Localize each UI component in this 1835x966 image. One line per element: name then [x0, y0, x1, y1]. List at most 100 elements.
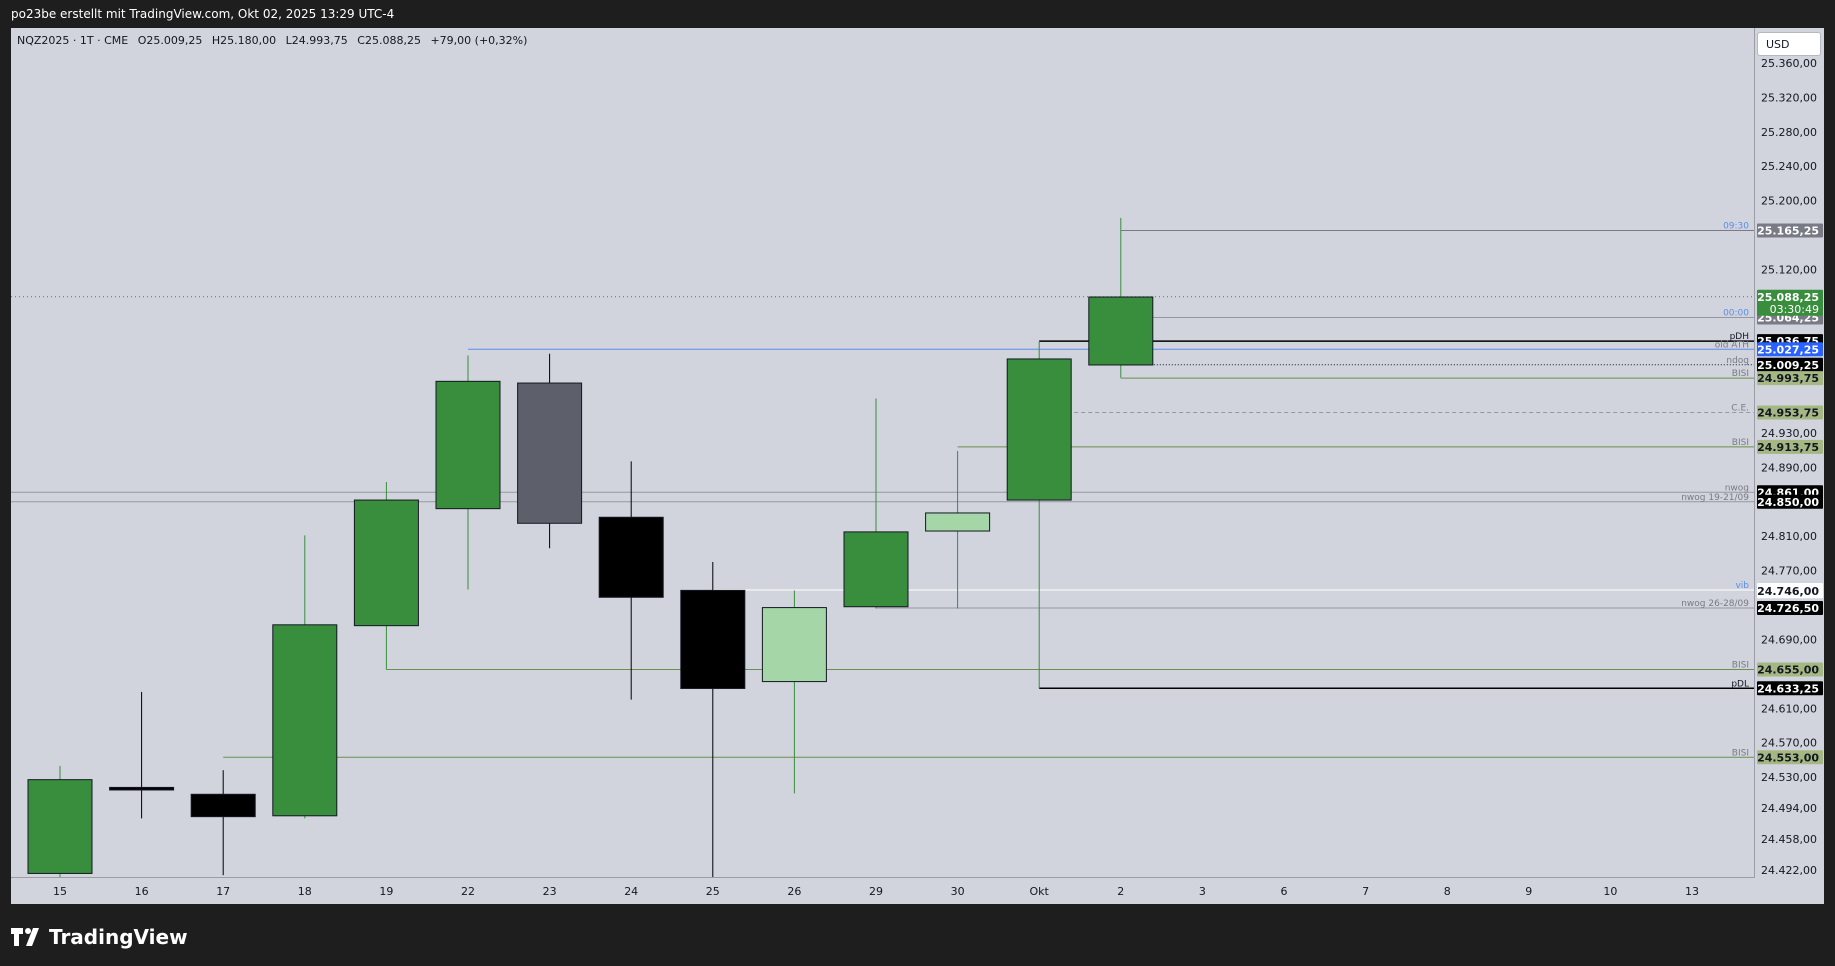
- y-tick-label-12: 24.570,00: [1761, 737, 1817, 750]
- candle-body-3: [272, 624, 338, 817]
- price-tag-14-bg: [1757, 681, 1823, 696]
- level-label-15: BISI: [1732, 748, 1749, 758]
- price-tag-12-text: 24.726,50: [1757, 602, 1819, 615]
- caption-bar: po23be erstellt mit TradingView.com, Okt…: [0, 0, 1835, 28]
- x-tick-label-5: 22: [461, 885, 475, 898]
- tradingview-branding[interactable]: TradingView: [11, 924, 188, 950]
- legend-low: L24.993,75: [285, 34, 348, 47]
- x-tick-label-4: 19: [379, 885, 393, 898]
- symbol-legend: NQZ2025 · 1T · CME O25.009,25 H25.180,00…: [17, 34, 533, 47]
- candle-body-5: [435, 380, 501, 510]
- price-tag-3-text: 25.027,25: [1757, 343, 1819, 356]
- y-tick-label-13: 24.530,00: [1761, 771, 1817, 784]
- level-label-13: BISI: [1732, 661, 1749, 671]
- legend-symbol[interactable]: NQZ2025 · 1T · CME: [17, 34, 129, 47]
- price-tag-12-bg: [1757, 601, 1823, 616]
- y-tick-label-5: 25.120,00: [1761, 263, 1817, 276]
- level-label-8: nwog: [1725, 483, 1749, 493]
- legend-close: C25.088,25: [357, 34, 421, 47]
- x-tick-label-18: 9: [1525, 885, 1532, 898]
- x-tick-label-8: 25: [706, 885, 720, 898]
- x-tick-label-10: 29: [869, 885, 883, 898]
- x-tick-label-7: 24: [624, 885, 638, 898]
- y-tick-label-0: 25.360,00: [1761, 57, 1817, 70]
- y-tick-label-15: 24.458,00: [1761, 833, 1817, 846]
- y-tick-label-11: 24.610,00: [1761, 702, 1817, 715]
- level-label-6: C.E.: [1731, 404, 1749, 414]
- caption-text: po23be erstellt mit TradingView.com, Okt…: [11, 7, 395, 21]
- price-tag-4-text: 25.009,25: [1757, 359, 1819, 372]
- x-tick-label-11: 30: [951, 885, 965, 898]
- x-tick-label-20: 13: [1685, 885, 1699, 898]
- y-tick-label-9: 24.770,00: [1761, 565, 1817, 578]
- level-label-10: vib: [1735, 581, 1749, 591]
- level-label-5: BISI: [1732, 369, 1749, 379]
- candle-body-4: [353, 499, 419, 627]
- price-tag-0-text: 25.165,25: [1757, 225, 1819, 238]
- last-price-tag-bg: [1757, 289, 1823, 316]
- x-tick-label-14: 3: [1199, 885, 1206, 898]
- plot-area[interactable]: 09:30 00:00 pDH old ATH ndog BISI C.E. BISI nwog…: [11, 28, 1755, 878]
- price-tag-3-bg: [1757, 342, 1823, 357]
- price-tag-7-text: 24.913,75: [1757, 441, 1819, 454]
- price-tag-9-bg: [1757, 494, 1823, 509]
- last-price-tag-text: 25.088,25: [1757, 291, 1819, 304]
- level-label-14: pDL: [1731, 679, 1749, 689]
- y-tick-label-1: 25.320,00: [1761, 91, 1817, 104]
- level-label-11: nwog 26-28/09: [1681, 599, 1749, 609]
- time-axis[interactable]: 15 16 17 18 19 22 23 24 25 26 29 30 Okt 2 3 6 7 8 9 10 13: [11, 878, 1754, 904]
- y-tick-label-3: 25.240,00: [1761, 160, 1817, 173]
- candle-body-12: [1006, 358, 1072, 501]
- price-tag-6-bg: [1757, 405, 1823, 420]
- price-axis[interactable]: 25.360,00 25.320,00 25.280,00 25.240,00 25.2…: [1755, 28, 1824, 904]
- y-tick-label-16: 24.422,00: [1761, 864, 1817, 877]
- time-axis-svg: 15 16 17 18 19 22 23 24 25 26 29 30 Okt 2 3 6 7 8 9 10 13: [53, 885, 1699, 898]
- price-tag-5-bg: [1757, 371, 1823, 386]
- x-tick-label-9: 26: [787, 885, 801, 898]
- currency-button[interactable]: USD: [1757, 32, 1821, 56]
- x-tick-label-2: 17: [216, 885, 230, 898]
- x-tick-label-15: 6: [1281, 885, 1288, 898]
- x-tick-label-12: Okt: [1030, 885, 1050, 898]
- y-tick-label-2: 25.280,00: [1761, 126, 1817, 139]
- x-tick-label-0: 15: [53, 885, 67, 898]
- price-tag-6-text: 24.953,75: [1757, 407, 1819, 420]
- level-label-7: BISI: [1732, 438, 1749, 448]
- y-tick-label-8: 24.810,00: [1761, 530, 1817, 543]
- y-tick-label-14: 24.494,00: [1761, 802, 1817, 815]
- y-tick-label-10: 24.690,00: [1761, 633, 1817, 646]
- x-tick-label-1: 16: [135, 885, 149, 898]
- level-label-4: ndog: [1726, 356, 1749, 366]
- brand-name: TradingView: [49, 925, 188, 949]
- candle-body-7: [598, 516, 664, 598]
- price-tag-11-text: 24.746,00: [1757, 585, 1819, 598]
- legend-high: H25.180,00: [211, 34, 277, 47]
- candle-body-0: [27, 779, 93, 874]
- price-tag-0-bg: [1757, 223, 1823, 238]
- price-tag-4-bg: [1757, 357, 1823, 372]
- last-price-tag-countdown: 03:30:49: [1770, 303, 1819, 316]
- level-label-2: pDH: [1730, 332, 1749, 342]
- chart-frame: 09:30 00:00 pDH old ATH ndog BISI C.E. BISI nwog…: [11, 28, 1824, 904]
- tradingview-logo-icon: [11, 928, 39, 946]
- y-tick-label-7: 24.890,00: [1761, 461, 1817, 474]
- candle-body-8: [680, 589, 746, 689]
- legend-change: +79,00 (+0,32%): [430, 34, 528, 47]
- price-tag-7-bg: [1757, 439, 1823, 454]
- x-tick-label-17: 8: [1444, 885, 1451, 898]
- level-label-3: old ATH: [1715, 340, 1749, 350]
- price-tag-11-bg: [1757, 584, 1823, 599]
- candle-body-9: [761, 607, 827, 683]
- price-tag-13-text: 24.655,00: [1757, 664, 1819, 677]
- x-tick-label-3: 18: [298, 885, 312, 898]
- x-tick-label-16: 7: [1362, 885, 1369, 898]
- candle-body-13: [1088, 296, 1154, 366]
- price-tag-9-text: 24.850,00: [1757, 496, 1819, 509]
- x-tick-label-6: 23: [543, 885, 557, 898]
- candle-body-11: [925, 512, 991, 532]
- price-tag-15-bg: [1757, 750, 1823, 765]
- candle-body-6: [517, 382, 583, 524]
- candle-body-2: [190, 793, 256, 818]
- level-label-1: 00:00: [1723, 308, 1749, 318]
